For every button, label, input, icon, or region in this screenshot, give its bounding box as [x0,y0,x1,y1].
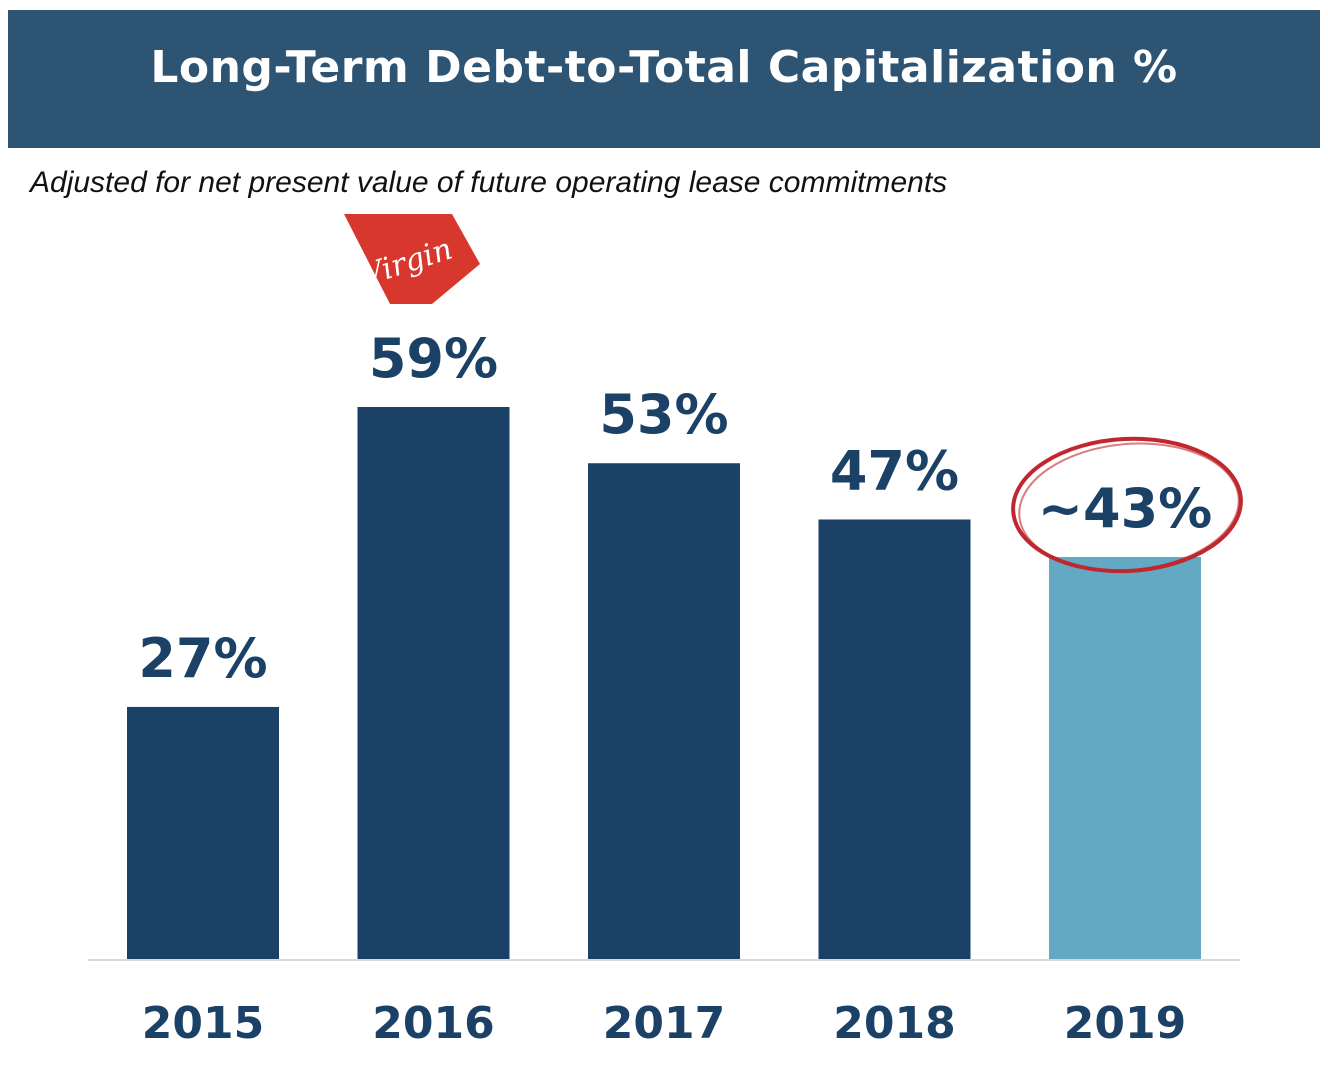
x-tick-2017: 2017 [603,998,725,1049]
x-tick-2016: 2016 [372,998,494,1049]
bar-2018 [818,519,971,960]
data-label-2015: 27% [138,627,267,690]
virgin-logo: Virgin [344,214,480,304]
bar-2016 [357,407,510,960]
bar-2017 [588,463,740,960]
x-tick-2019: 2019 [1064,998,1186,1049]
data-label-2017: 53% [599,383,728,446]
highlight-circle-stroke [1018,442,1240,572]
bar-2019 [1049,556,1201,960]
chart-subtitle: Adjusted for net present value of future… [30,166,948,199]
chart-title: Long-Term Debt-to-Total Capitalization % [150,41,1178,93]
title-banner: Long-Term Debt-to-Total Capitalization % [8,10,1320,148]
data-label-2016: 59% [369,327,498,390]
data-label-2018: 47% [830,439,959,502]
virgin-logo-badge [344,214,480,304]
x-tick-2015: 2015 [142,998,264,1049]
bar-2015 [127,706,279,960]
data-label-2019: ~43% [1038,477,1213,540]
x-tick-2018: 2018 [833,998,955,1049]
